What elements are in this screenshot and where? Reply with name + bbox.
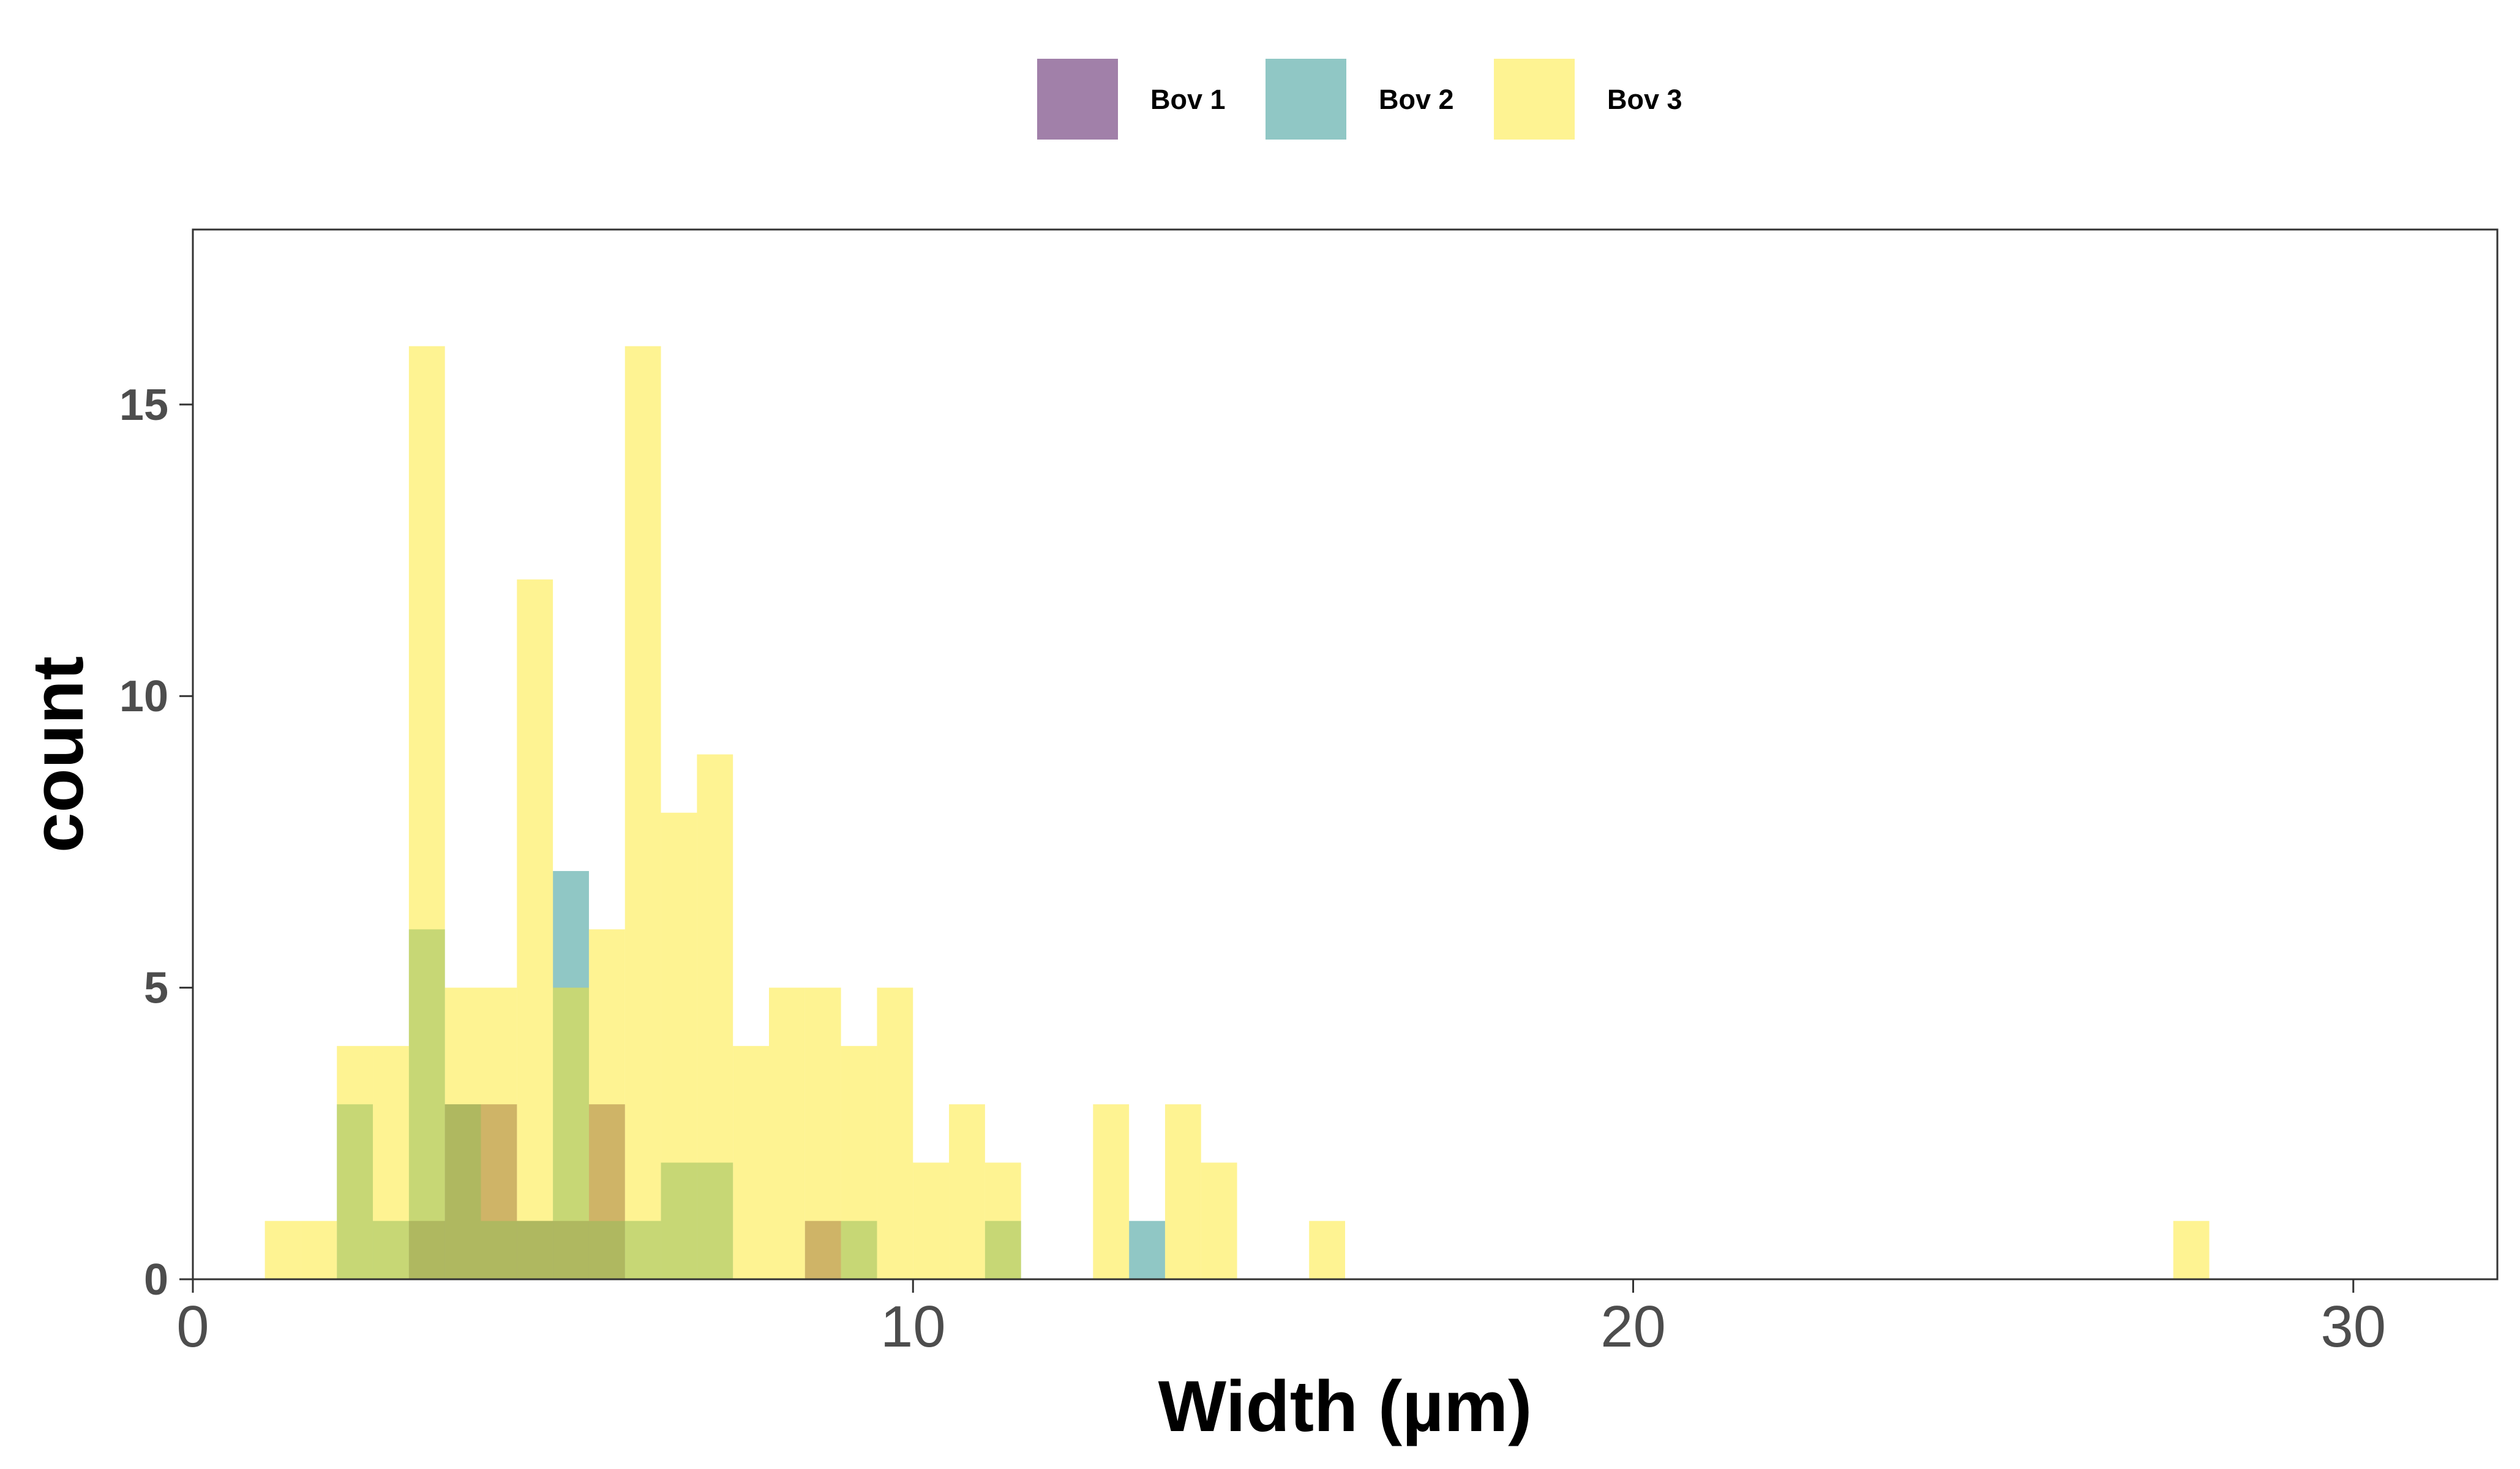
histogram-bars (264, 346, 2210, 1279)
x-tick-label: 10 (880, 1294, 946, 1359)
x-tick-label: 30 (2320, 1294, 2386, 1359)
legend-key (1494, 59, 1575, 140)
legend-item: Bov 2 (1266, 59, 1454, 140)
x-tick-label: 0 (176, 1294, 209, 1359)
legend: Bov 1 Bov 2 Bov 3 (1037, 59, 1682, 140)
x-axis: 0 10 20 30 (176, 1279, 2386, 1359)
histogram-bar (444, 987, 481, 1279)
plot-panel-border (192, 228, 2499, 1280)
histogram-bar (1093, 1104, 1130, 1279)
histogram-bar (481, 987, 517, 1279)
legend-label: Bov 3 (1607, 84, 1682, 115)
histogram-bar (949, 1104, 985, 1279)
histogram-bar (408, 346, 445, 1279)
legend-item: Bov 3 (1494, 59, 1682, 140)
y-tick-label: 5 (144, 964, 168, 1013)
histogram-bar (877, 987, 913, 1279)
histogram-bar (697, 754, 733, 1279)
histogram-bar (1164, 1104, 1201, 1279)
histogram-bar (624, 346, 661, 1279)
histogram-bar (841, 1045, 877, 1279)
histogram-bar (913, 1162, 950, 1279)
legend-item: Bov 1 (1037, 59, 1226, 140)
histogram-bar (337, 1045, 373, 1279)
histogram-bar (661, 812, 697, 1279)
histogram-bar (588, 929, 625, 1279)
legend-key (1266, 59, 1346, 140)
legend-label: Bov 1 (1150, 84, 1226, 115)
x-tick-label: 20 (1600, 1294, 1666, 1359)
histogram-bar (301, 1220, 337, 1279)
y-axis: 0 5 10 15 (119, 381, 193, 1304)
histogram-bar (733, 1045, 769, 1279)
histogram-bar (517, 579, 553, 1279)
histogram-bar (769, 987, 805, 1279)
y-tick-label: 10 (119, 672, 168, 721)
histogram-bar (553, 987, 589, 1279)
histogram-bar (984, 1162, 1021, 1279)
histogram-bar (1201, 1162, 1237, 1279)
y-tick-label: 0 (144, 1255, 168, 1304)
histogram-bar (2173, 1220, 2210, 1279)
histogram-bar (1309, 1220, 1345, 1279)
histogram-bar (373, 1045, 409, 1279)
histogram-bar (264, 1220, 301, 1279)
x-axis-title: Width (µm) (1158, 1366, 1532, 1447)
legend-key (1037, 59, 1118, 140)
histogram-bar (1129, 1220, 1165, 1279)
legend-label: Bov 2 (1379, 84, 1454, 115)
histogram-bar (804, 987, 841, 1279)
y-tick-label: 15 (119, 381, 168, 430)
y-axis-title: count (18, 656, 99, 853)
series-bov-3 (264, 346, 2210, 1279)
